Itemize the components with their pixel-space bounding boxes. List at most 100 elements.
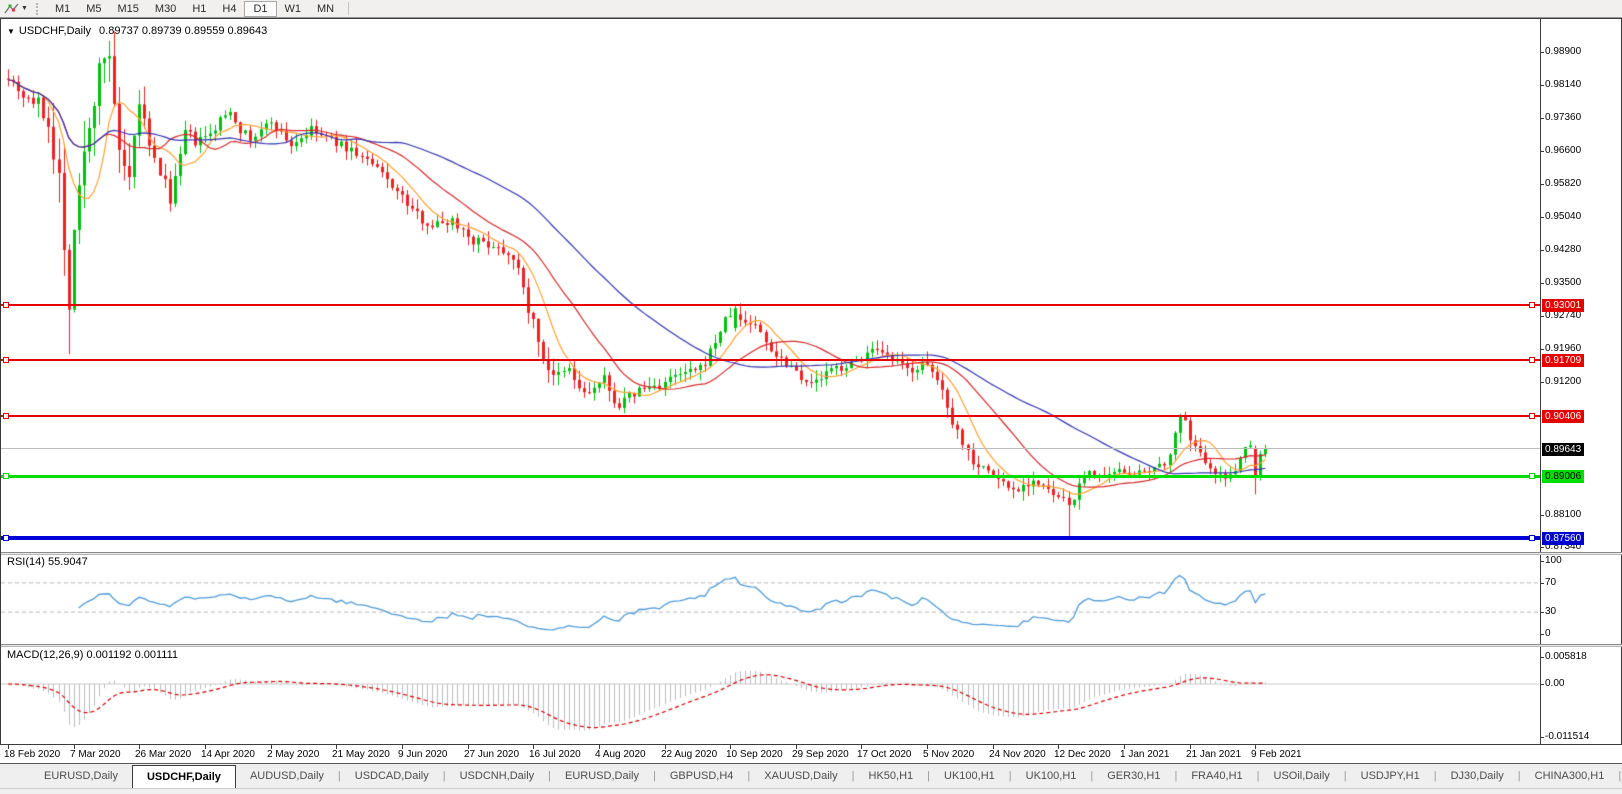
date-tick <box>139 745 140 749</box>
price-axis-tick: 0.87340 <box>1539 541 1582 553</box>
date-tick <box>1124 745 1125 749</box>
date-label: 9 Feb 2021 <box>1251 749 1302 760</box>
date-tick <box>468 745 469 749</box>
date-label: 17 Oct 2020 <box>857 749 912 760</box>
chart-tab-usdchf-daily[interactable]: USDCHF,Daily <box>131 764 236 789</box>
line-handle[interactable] <box>1529 301 1535 308</box>
support-line-0.87560[interactable] <box>1 536 1540 541</box>
current-price-price-label: 0.89643 <box>1542 442 1585 456</box>
tab-separator: | <box>1256 770 1260 782</box>
date-label: 10 Sep 2020 <box>726 749 783 760</box>
date-label: 5 Nov 2020 <box>923 749 975 760</box>
macd-axis-tick: -0.011514 <box>1539 730 1590 742</box>
date-tick <box>665 745 666 749</box>
chart-tab-usoil-daily[interactable]: USOil,Daily <box>1273 770 1330 782</box>
timeframe-button-m5[interactable]: M5 <box>86 2 102 15</box>
chart-tab-hk50-h1[interactable]: HK50,H1 <box>868 770 914 782</box>
date-label: 16 Jul 2020 <box>529 749 581 760</box>
price-chart-canvas[interactable] <box>1 19 1621 744</box>
tab-separator: | <box>1008 770 1012 782</box>
timeframe-button-h1[interactable]: H1 <box>192 2 207 15</box>
date-label: 12 Dec 2020 <box>1054 749 1111 760</box>
chart-tab-gbpusd-h4[interactable]: GBPUSD,H4 <box>669 770 734 782</box>
price-axis-tick: 0.98900 <box>1539 46 1582 57</box>
rsi-label: RSI(14) 55.9047 <box>7 556 88 568</box>
support-line-0.89006[interactable] <box>1 474 1540 478</box>
resistance-price-label: 0.90406 <box>1542 410 1585 424</box>
symbol-dropdown-icon[interactable]: ▼ <box>7 27 15 36</box>
tab-separator: | <box>1618 770 1622 782</box>
line-handle[interactable] <box>3 357 9 364</box>
date-tick <box>599 745 600 749</box>
price-axis-tick: 0.98140 <box>1539 78 1582 90</box>
timeframe-button-mn[interactable]: MN <box>317 2 335 15</box>
chart-tab-china300-h1[interactable]: CHINA300,H1 <box>1534 770 1605 782</box>
line-studies-icon[interactable] <box>4 2 20 16</box>
current-price-line-0.89643[interactable] <box>1 448 1540 450</box>
timeframe-button-d1[interactable]: D1 <box>244 0 277 17</box>
resistance-line-0.93001[interactable] <box>1 303 1540 306</box>
chart-tab-bar: EURUSD,Daily USDCHF,Daily AUDUSD,Daily | USD… <box>0 763 1622 789</box>
price-axis-tick: 0.97360 <box>1539 112 1582 123</box>
toolbar-grip[interactable] <box>35 2 41 15</box>
timeframe-button-w1[interactable]: W1 <box>284 2 302 15</box>
line-studies-dropdown-icon[interactable]: ▼ <box>21 5 28 12</box>
tab-separator: | <box>927 770 930 782</box>
date-tick <box>993 745 994 749</box>
line-handle[interactable] <box>3 301 9 308</box>
toolbar-separator <box>348 2 350 15</box>
price-axis-line <box>1540 19 1541 744</box>
line-handle[interactable] <box>1529 357 1535 364</box>
chart-tab-uk100-h1[interactable]: UK100,H1 <box>1025 770 1077 782</box>
line-handle[interactable] <box>1529 535 1535 542</box>
timeframe-button-m1[interactable]: M1 <box>54 2 71 15</box>
chart-tab-eurusd-daily[interactable]: EURUSD,Daily <box>565 770 639 782</box>
chart-tab-eurusd-daily[interactable]: EURUSD,Daily <box>44 770 118 782</box>
price-axis-tick: 0.93500 <box>1539 277 1582 289</box>
resistance-line-0.90406[interactable] <box>1 415 1540 418</box>
price-axis-tick: 0.91960 <box>1539 343 1582 355</box>
timeframe-toolbar: M1 M5 M15 M30 H1 H4 D1 W1 MN <box>47 0 342 17</box>
timeframe-button-m15[interactable]: M15 <box>117 2 139 15</box>
line-handle[interactable] <box>1529 413 1535 420</box>
tab-separator: | <box>747 770 751 782</box>
date-tick <box>730 745 731 749</box>
chart-tab-dj30-daily[interactable]: DJ30,Daily <box>1450 770 1504 782</box>
timeframe-button-m30[interactable]: M30 <box>154 2 177 15</box>
timeframe-button-h4[interactable]: H4 <box>222 2 237 15</box>
line-handle[interactable] <box>3 535 9 542</box>
price-axis-tick: 0.92740 <box>1539 310 1582 322</box>
price-axis-tick: 0.96600 <box>1539 144 1582 156</box>
chart-tab-usdjpy-h1[interactable]: USDJPY,H1 <box>1360 770 1420 782</box>
chart-tab-ger30-h1[interactable]: GER30,H1 <box>1107 770 1161 782</box>
chart-tab-audusd-daily[interactable]: AUDUSD,Daily <box>249 770 324 782</box>
macd-label: MACD(12,26,9) 0.001192 0.001111 <box>7 649 179 661</box>
date-tick <box>8 745 9 749</box>
line-handle[interactable] <box>1529 473 1535 480</box>
date-tick <box>402 745 403 749</box>
chart-tab-usdcnh-daily[interactable]: USDCNH,Daily <box>459 770 535 782</box>
price-axis-tick: 0.88100 <box>1539 508 1582 520</box>
chart-tab-uk100-h1[interactable]: UK100,H1 <box>944 770 995 782</box>
support-price-label: 0.89006 <box>1542 470 1585 484</box>
support-price-label: 0.87560 <box>1542 532 1585 546</box>
macd-axis-tick: 0.00 <box>1539 678 1565 689</box>
line-handle[interactable] <box>3 413 9 420</box>
date-label: 21 Jan 2021 <box>1186 749 1242 760</box>
chart-tab-xauusd-daily[interactable]: XAUUSD,Daily <box>764 770 838 782</box>
date-label: 2 May 2020 <box>267 749 320 760</box>
date-tick <box>1190 745 1191 749</box>
chart-window: ▼ USDCHF,Daily 0.89737 0.89739 0.89559 0.8… <box>0 18 1622 745</box>
resistance-line-0.91709[interactable] <box>1 359 1540 362</box>
price-axis-tick: 0.95820 <box>1539 178 1582 189</box>
tab-separator: | <box>1517 770 1521 782</box>
date-tick <box>927 745 928 749</box>
tab-separator: | <box>1090 770 1094 782</box>
panel-separator[interactable] <box>1 644 1622 647</box>
rsi-axis-tick: 30 <box>1539 606 1557 618</box>
chart-tab-usdcad-daily[interactable]: USDCAD,Daily <box>354 770 429 782</box>
panel-separator[interactable] <box>1 552 1622 555</box>
chart-tab-fra40-h1[interactable]: FRA40,H1 <box>1191 770 1243 782</box>
line-handle[interactable] <box>3 473 9 480</box>
chart-ohlc-values: 0.89737 0.89739 0.89559 0.89643 <box>99 25 268 37</box>
